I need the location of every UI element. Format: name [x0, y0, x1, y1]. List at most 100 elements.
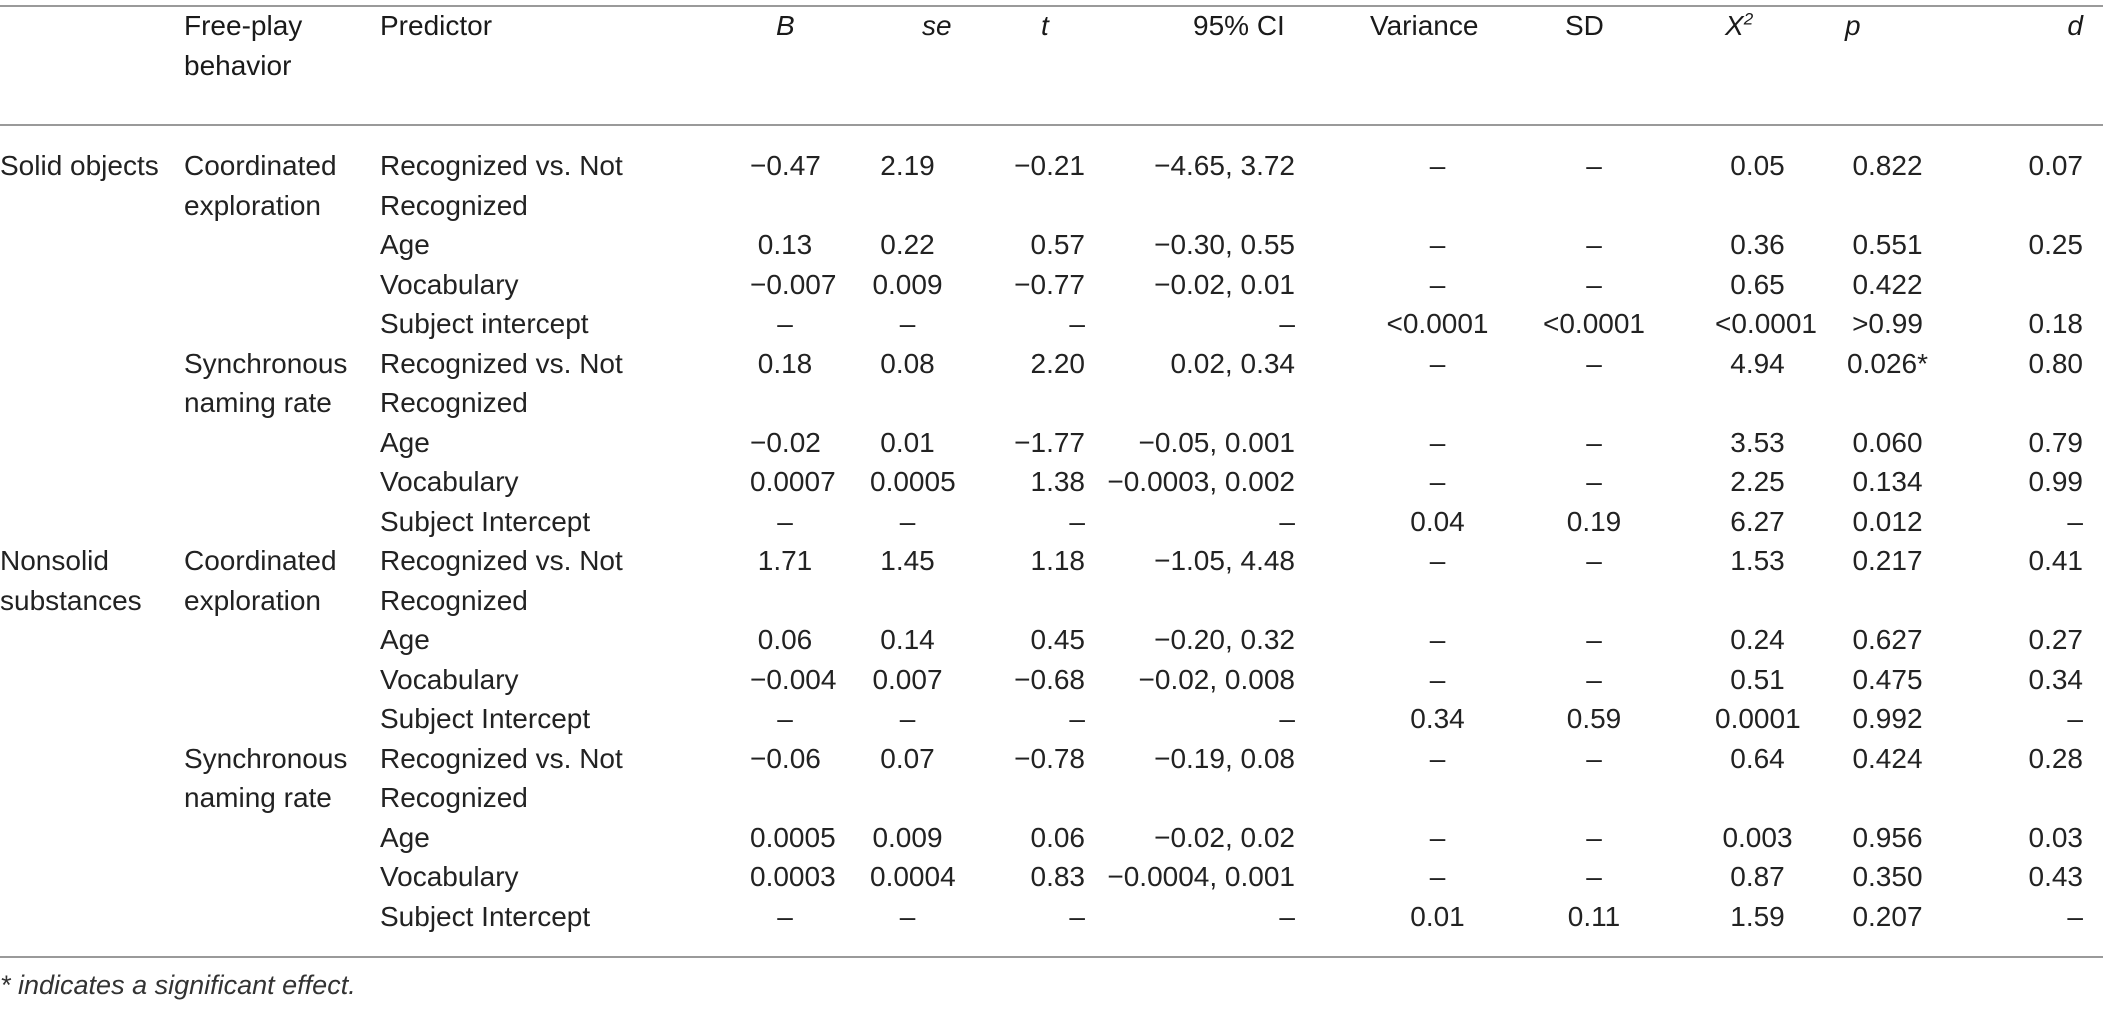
cell-behavior: Synchronous naming rate	[184, 742, 348, 814]
cell-se: 0.0004	[870, 861, 956, 892]
cell-behavior: Synchronous naming rate	[184, 347, 348, 419]
cell-sd: –	[1586, 229, 1602, 260]
cell-ci: –	[1279, 703, 1295, 734]
cell-t: −0.21	[1014, 150, 1085, 181]
cell-b: 0.0005	[750, 821, 836, 853]
cell-group	[0, 423, 184, 463]
cell-var: –	[1429, 742, 1446, 774]
table-row: Age 0.06 0.14 0.45 −0.20, 0.32 – – 0.24 0.627 0.2…	[0, 620, 2103, 660]
cell-behavior	[184, 897, 380, 937]
cell-t: 1.38	[1030, 466, 1086, 497]
cell-se: 0.08	[880, 347, 935, 379]
cell-p: 0.422	[1852, 268, 1923, 300]
cell-b: 0.0007	[750, 466, 836, 497]
table-row: Age 0.0005 0.009 0.06 −0.02, 0.02 – – 0.003 0.95…	[0, 818, 2103, 858]
cell-t: 1.18	[1030, 545, 1086, 576]
cell-t: –	[1069, 308, 1085, 339]
cell-group	[0, 897, 184, 937]
cell-behavior	[184, 818, 380, 858]
col-header-ci: 95% CI	[1193, 10, 1285, 41]
cell-behavior	[184, 620, 380, 660]
col-header-group	[0, 6, 184, 124]
cell-predictor: Age	[380, 229, 430, 260]
cell-t: 0.45	[1030, 624, 1086, 655]
cell-sd: 0.11	[1567, 900, 1621, 932]
cell-behavior: Coordinated exploration	[184, 150, 337, 221]
cell-b: –	[777, 703, 793, 734]
cell-d	[1945, 265, 2103, 305]
cell-p: 0.424	[1852, 742, 1923, 774]
cell-chi: 0.65	[1730, 268, 1785, 300]
cell-predictor: Vocabulary	[380, 268, 519, 300]
col-header-b: B	[776, 10, 795, 41]
cell-chi: 0.24	[1730, 624, 1785, 655]
cell-d: 0.18	[2028, 308, 2084, 339]
cell-sd: –	[1586, 150, 1602, 181]
cell-p: 0.992	[1852, 703, 1923, 734]
cell-var: –	[1429, 861, 1446, 892]
cell-p: 0.026*	[1847, 347, 1928, 379]
cell-se: –	[899, 703, 916, 734]
cell-predictor: Vocabulary	[380, 466, 519, 497]
cell-var: –	[1429, 347, 1446, 379]
cell-behavior	[184, 699, 380, 739]
cell-behavior	[184, 857, 380, 897]
cell-se: –	[899, 900, 916, 932]
cell-b: −0.47	[750, 150, 821, 181]
table-row: Vocabulary −0.007 0.009 −0.77 −0.02, 0.01 – – 0…	[0, 265, 2103, 305]
cell-b: 0.18	[757, 347, 813, 379]
cell-group	[0, 620, 184, 660]
cell-chi: 0.05	[1730, 150, 1785, 181]
cell-var: –	[1429, 426, 1446, 458]
chi-symbol: X	[1725, 10, 1744, 41]
cell-var: 0.04	[1410, 505, 1465, 537]
cell-group	[0, 818, 184, 858]
cell-p: 0.217	[1852, 545, 1923, 576]
cell-sd: 0.19	[1566, 505, 1622, 537]
table-row: Nonsolid substances Coordinated explorati…	[0, 541, 2103, 620]
cell-d: 0.25	[2028, 229, 2084, 260]
cell-sd: –	[1586, 545, 1602, 576]
cell-t: 0.83	[1030, 861, 1086, 892]
cell-behavior	[184, 265, 380, 305]
cell-chi: 1.59	[1730, 900, 1785, 932]
cell-b: –	[777, 505, 793, 537]
cell-var: 0.34	[1410, 703, 1465, 734]
cell-var: –	[1429, 624, 1446, 655]
cell-group	[0, 344, 184, 423]
cell-se: 2.19	[880, 150, 935, 181]
cell-predictor: Recognized vs. Not Recognized	[380, 150, 623, 221]
cell-group	[0, 304, 184, 344]
col-header-t: t	[1041, 10, 1049, 41]
col-header-predictor: Predictor	[380, 10, 493, 41]
cell-b: −0.007	[750, 268, 837, 300]
col-header-se: se	[922, 10, 952, 41]
cell-var: –	[1429, 466, 1446, 497]
cell-b: −0.02	[750, 426, 821, 458]
cell-se: 0.01	[880, 426, 935, 458]
cell-p: 0.956	[1852, 821, 1923, 853]
table-row: Vocabulary 0.0007 0.0005 1.38 −0.0003, 0.002…	[0, 462, 2103, 502]
cell-group	[0, 660, 184, 700]
cell-ci: −0.0004, 0.001	[1107, 861, 1295, 892]
cell-d: –	[2067, 703, 2083, 734]
cell-b: 0.0003	[750, 861, 836, 892]
cell-behavior	[184, 304, 380, 344]
table-body: Solid objects Coordinated exploration Reco…	[0, 124, 2103, 936]
table-row: Vocabulary 0.0003 0.0004 0.83 −0.0004, 0.001…	[0, 857, 2103, 897]
cell-behavior: Coordinated exploration	[184, 545, 337, 616]
cell-d: –	[2067, 505, 2083, 537]
cell-t: −0.78	[1014, 742, 1085, 774]
header-row: Free-play behavior Predictor B se t 95% …	[0, 6, 2103, 124]
cell-predictor: Age	[380, 821, 430, 853]
col-header-chi: X2	[1655, 6, 1800, 124]
cell-b: −0.06	[750, 742, 821, 774]
cell-ci: −4.65, 3.72	[1154, 150, 1295, 181]
table-row: Vocabulary −0.004 0.007 −0.68 −0.02, 0.008 – –…	[0, 660, 2103, 700]
header-rule	[0, 124, 2103, 126]
cell-chi: 2.25	[1730, 466, 1785, 497]
cell-d: 0.41	[2028, 545, 2084, 576]
cell-sd: –	[1586, 742, 1602, 774]
cell-behavior	[184, 502, 380, 542]
